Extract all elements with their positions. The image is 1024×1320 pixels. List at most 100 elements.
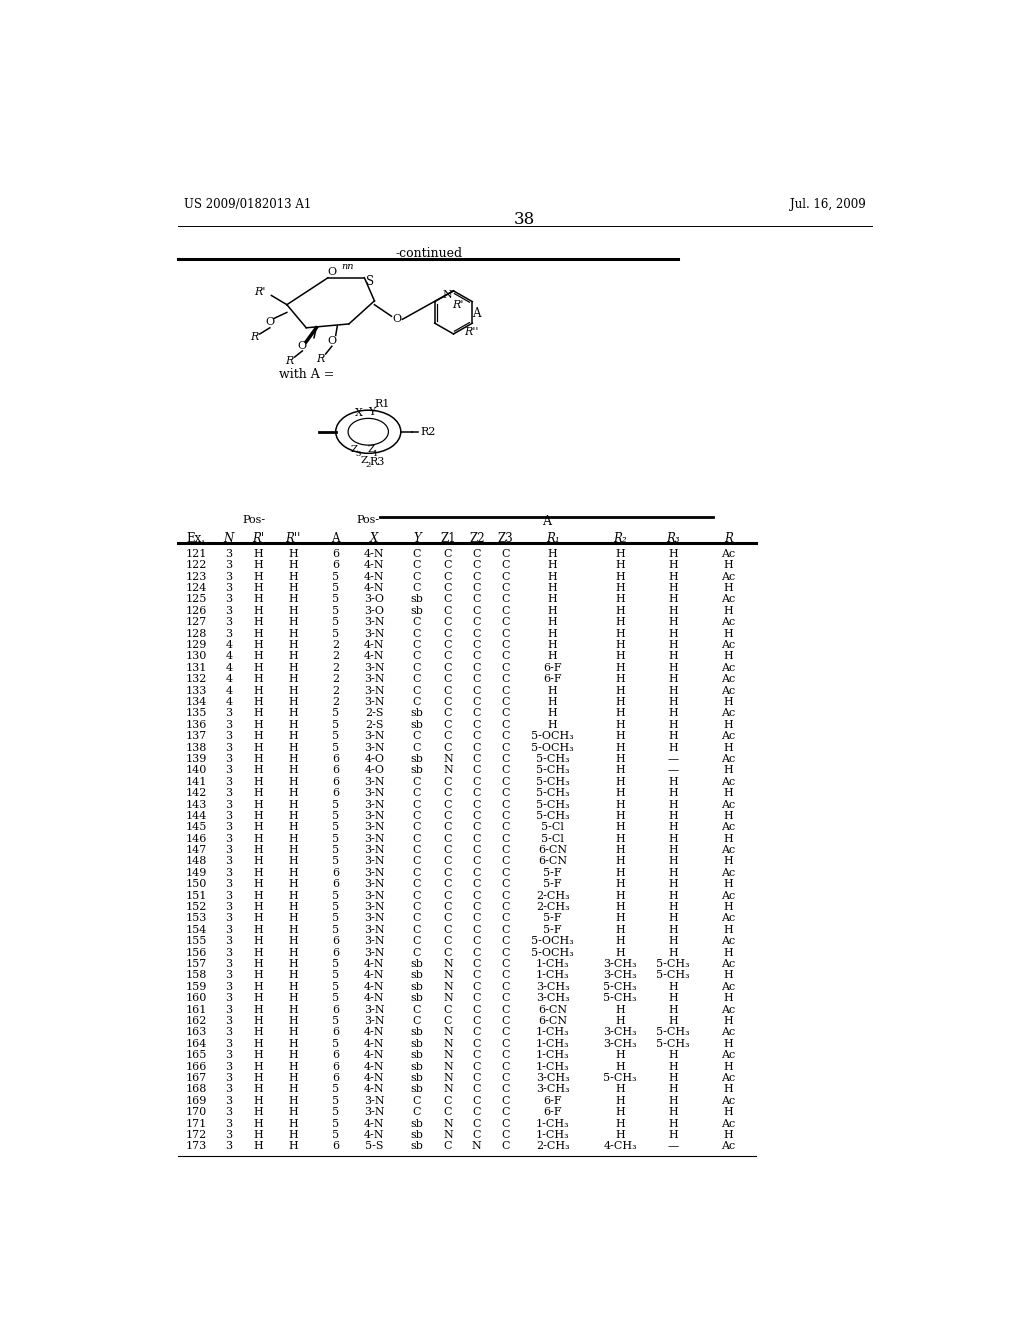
Text: C: C (413, 743, 421, 752)
Text: sb: sb (411, 960, 424, 969)
Text: 165: 165 (185, 1051, 207, 1060)
Text: 3-N: 3-N (365, 810, 385, 821)
Text: H: H (668, 1051, 678, 1060)
Text: 168: 168 (185, 1085, 207, 1094)
Text: 161: 161 (185, 1005, 207, 1015)
Text: C: C (472, 800, 481, 809)
Text: 170: 170 (185, 1107, 207, 1117)
Text: C: C (443, 572, 453, 582)
Text: —: — (668, 1142, 678, 1151)
Text: Z3: Z3 (498, 532, 513, 545)
Text: H: H (288, 1051, 298, 1060)
Text: 6: 6 (332, 936, 339, 946)
Text: 3: 3 (225, 810, 232, 821)
Text: H: H (668, 594, 678, 605)
Text: 6-CN: 6-CN (539, 857, 567, 866)
Text: H: H (253, 766, 263, 775)
Text: C: C (501, 1005, 510, 1015)
Text: Ac: Ac (722, 1027, 736, 1038)
Text: 3-CH₃: 3-CH₃ (536, 1085, 569, 1094)
Text: H: H (668, 1107, 678, 1117)
Text: 4: 4 (225, 697, 232, 708)
Text: C: C (501, 1118, 510, 1129)
Text: C: C (501, 606, 510, 615)
Text: Ac: Ac (722, 685, 736, 696)
Text: C: C (443, 685, 453, 696)
Text: 5: 5 (332, 1085, 339, 1094)
Text: Ac: Ac (722, 936, 736, 946)
Text: sb: sb (411, 719, 424, 730)
Text: 5-CH₃: 5-CH₃ (536, 766, 569, 775)
Text: C: C (501, 663, 510, 673)
Text: C: C (501, 982, 510, 991)
Text: H: H (253, 1096, 263, 1106)
Text: C: C (501, 800, 510, 809)
Text: H: H (724, 628, 733, 639)
Text: H: H (288, 560, 298, 570)
Text: N: N (443, 1085, 453, 1094)
Text: H: H (288, 606, 298, 615)
Text: H: H (253, 948, 263, 957)
Text: Ac: Ac (722, 618, 736, 627)
Text: C: C (501, 936, 510, 946)
Text: 5-CH₃: 5-CH₃ (656, 970, 689, 981)
Text: H: H (724, 925, 733, 935)
Text: H: H (253, 879, 263, 890)
Text: C: C (443, 834, 453, 843)
Text: A: A (472, 308, 480, 321)
Text: H: H (253, 1016, 263, 1026)
Text: C: C (413, 822, 421, 833)
Text: 5: 5 (332, 618, 339, 627)
Text: H: H (668, 697, 678, 708)
Text: H: H (724, 766, 733, 775)
Text: C: C (472, 1016, 481, 1026)
Text: 5-CH₃: 5-CH₃ (656, 960, 689, 969)
Text: H: H (615, 834, 625, 843)
Text: 149: 149 (185, 867, 207, 878)
Text: 5: 5 (332, 993, 339, 1003)
Text: C: C (472, 1085, 481, 1094)
Text: H: H (253, 719, 263, 730)
Text: 3-N: 3-N (365, 845, 385, 855)
Text: C: C (472, 1130, 481, 1140)
Text: H: H (668, 1096, 678, 1106)
Text: C: C (501, 879, 510, 890)
Text: 2: 2 (332, 651, 339, 661)
Text: Ac: Ac (722, 913, 736, 924)
Text: 3-N: 3-N (365, 913, 385, 924)
Text: C: C (413, 834, 421, 843)
Text: 157: 157 (185, 960, 207, 969)
Text: H: H (668, 879, 678, 890)
Text: N: N (443, 982, 453, 991)
Text: H: H (668, 834, 678, 843)
Text: 3-CH₃: 3-CH₃ (603, 1039, 637, 1049)
Text: 6: 6 (332, 776, 339, 787)
Text: -continued: -continued (395, 247, 462, 260)
Text: 3-N: 3-N (365, 618, 385, 627)
Text: 5-F: 5-F (544, 867, 562, 878)
Text: 3: 3 (225, 560, 232, 570)
Text: C: C (413, 776, 421, 787)
Text: C: C (501, 1085, 510, 1094)
Text: H: H (548, 628, 558, 639)
Text: C: C (443, 628, 453, 639)
Text: X: X (355, 408, 362, 418)
Text: H: H (615, 618, 625, 627)
Text: C: C (472, 766, 481, 775)
Text: H: H (288, 1061, 298, 1072)
Text: 3: 3 (225, 754, 232, 764)
Text: H: H (668, 948, 678, 957)
Text: Ac: Ac (722, 867, 736, 878)
Text: H: H (253, 1118, 263, 1129)
Text: H: H (668, 845, 678, 855)
Text: 3: 3 (225, 1027, 232, 1038)
Text: 3: 3 (225, 970, 232, 981)
Text: H: H (288, 1142, 298, 1151)
Text: sb: sb (411, 993, 424, 1003)
Text: C: C (413, 867, 421, 878)
Text: 5-CH₃: 5-CH₃ (603, 993, 637, 1003)
Text: C: C (472, 845, 481, 855)
Text: C: C (443, 594, 453, 605)
Text: 5: 5 (332, 1039, 339, 1049)
Text: 5: 5 (332, 970, 339, 981)
